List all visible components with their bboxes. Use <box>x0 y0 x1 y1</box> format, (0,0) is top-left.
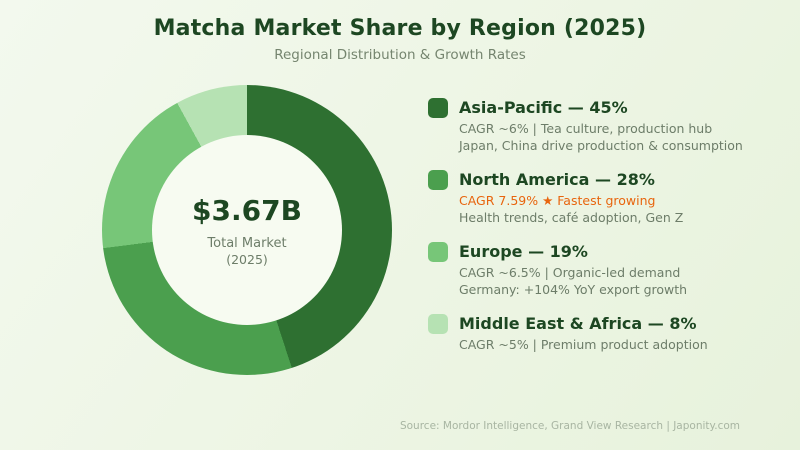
chart-subtitle: Regional Distribution & Growth Rates <box>274 47 526 63</box>
legend-text: Middle East & Africa — 8% CAGR ~5% | Pre… <box>459 313 708 353</box>
chart-title: Matcha Market Share by Region (2025) <box>153 16 647 41</box>
legend-swatch <box>428 170 448 190</box>
legend-detail-line: Health trends, café adoption, Gen Z <box>459 210 684 225</box>
legend-highlight-line: CAGR 7.59% ★ Fastest growing <box>459 193 656 208</box>
legend-item: Asia-Pacific — 45% CAGR ~6% | Tea cultur… <box>428 97 763 154</box>
legend-text: Europe — 19% CAGR ~6.5% | Organic-led de… <box>459 241 687 298</box>
legend-detail-line: CAGR ~6.5% | Organic-led demand <box>459 265 681 280</box>
legend-item: Middle East & Africa — 8% CAGR ~5% | Pre… <box>428 313 763 353</box>
total-market-year: (2025) <box>226 252 268 267</box>
legend-detail-line: Japan, China drive production & consumpt… <box>459 138 743 153</box>
chart-header: Matcha Market Share by Region (2025) Reg… <box>0 0 800 63</box>
total-market-label: Total Market <box>207 236 287 251</box>
legend-text: North America — 28% CAGR 7.59% ★ Fastest… <box>459 169 683 226</box>
legend-title: Asia-Pacific — 45% <box>459 98 628 117</box>
legend-swatch <box>428 98 448 118</box>
source-note: Source: Mordor Intelligence, Grand View … <box>399 420 740 432</box>
legend-title: Middle East & Africa — 8% <box>459 314 697 333</box>
legend-text: Asia-Pacific — 45% CAGR ~6% | Tea cultur… <box>459 97 743 154</box>
donut-chart: $3.67B Total Market (2025) <box>102 85 392 375</box>
legend-title: North America — 28% <box>459 170 655 189</box>
legend-detail-line: CAGR ~6% | Tea culture, production hub <box>459 121 713 136</box>
donut-center: $3.67B Total Market (2025) <box>152 135 342 325</box>
legend-item: Europe — 19% CAGR ~6.5% | Organic-led de… <box>428 241 763 298</box>
legend-swatch <box>428 242 448 262</box>
legend-detail-line: Germany: +104% YoY export growth <box>459 282 688 297</box>
legend-item: North America — 28% CAGR 7.59% ★ Fastest… <box>428 169 763 226</box>
total-market-value: $3.67B <box>192 194 302 227</box>
legend-title: Europe — 19% <box>459 242 588 261</box>
legend-swatch <box>428 314 448 334</box>
legend-detail-line: CAGR ~5% | Premium product adoption <box>459 337 708 352</box>
legend: Asia-Pacific — 45% CAGR ~6% | Tea cultur… <box>428 97 763 353</box>
